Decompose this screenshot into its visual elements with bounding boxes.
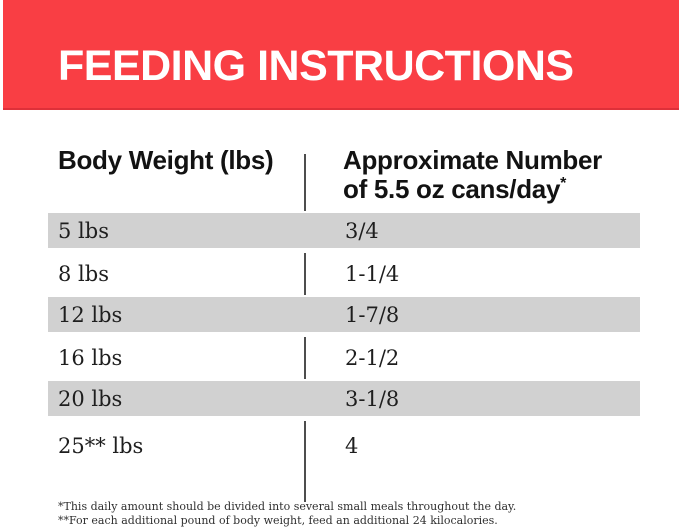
body-weight-cell: 8 lbs xyxy=(58,262,109,286)
body-weight-cell: 12 lbs xyxy=(58,302,123,327)
column-header-cans-per-day: Approximate Number of 5.5 oz cans/day* xyxy=(343,146,663,204)
feeding-table: 5 lbs 3/4 8 lbs 1-1/4 12 lbs 1-7/8 16 lb… xyxy=(48,211,640,467)
table-row: 25** lbs 4 xyxy=(48,425,640,467)
cans-per-day-cell: 3-1/8 xyxy=(345,386,400,411)
column-header-cans-line2: of 5.5 oz cans/day xyxy=(343,174,561,204)
column-header-cans-line2-wrap: of 5.5 oz cans/day* xyxy=(343,175,663,204)
column-header-cans-line1: Approximate Number xyxy=(343,145,602,175)
table-row: 20 lbs 3-1/8 xyxy=(48,379,640,421)
footnote-additional-pound: **For each additional pound of body weig… xyxy=(58,514,498,527)
body-weight-cell: 16 lbs xyxy=(58,346,123,370)
body-weight-cell: 5 lbs xyxy=(58,218,109,243)
footnotes: *This daily amount should be divided int… xyxy=(58,500,516,528)
cans-per-day-cell: 3/4 xyxy=(345,218,379,243)
page-title: FEEDING INSTRUCTIONS xyxy=(58,42,574,90)
body-weight-cell: 20 lbs xyxy=(58,386,123,411)
table-row: 5 lbs 3/4 xyxy=(48,211,640,253)
table-row: 16 lbs 2-1/2 xyxy=(48,337,640,379)
header-banner: FEEDING INSTRUCTIONS xyxy=(3,0,679,110)
cans-per-day-cell: 1-1/4 xyxy=(345,262,400,286)
column-header-body-weight: Body Weight (lbs) xyxy=(58,145,274,175)
table-row: 12 lbs 1-7/8 xyxy=(48,295,640,337)
table-row: 8 lbs 1-1/4 xyxy=(48,253,640,295)
footnote-daily-amount: *This daily amount should be divided int… xyxy=(58,500,517,513)
body-weight-cell: 25** lbs xyxy=(58,434,144,458)
cans-per-day-cell: 1-7/8 xyxy=(345,302,400,327)
footnote-asterisk: * xyxy=(560,175,567,192)
cans-per-day-cell: 4 xyxy=(345,434,359,458)
cans-per-day-cell: 2-1/2 xyxy=(345,346,400,370)
